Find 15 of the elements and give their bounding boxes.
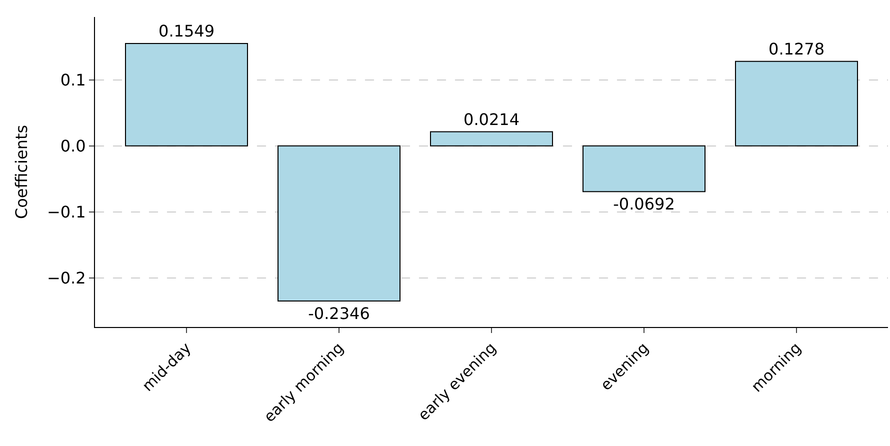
data-label: -0.2346: [308, 304, 370, 323]
bar: [582, 145, 706, 192]
y-tick-label: 0.0: [60, 136, 86, 156]
bar: [125, 43, 248, 146]
y-tick-label: −0.1: [46, 202, 86, 222]
y-tick-label: −0.2: [46, 268, 86, 288]
bar: [735, 60, 858, 146]
data-label: 0.1278: [768, 39, 824, 58]
bar: [430, 131, 553, 146]
y-tick-label: 0.1: [60, 70, 86, 90]
bar: [278, 145, 400, 302]
y-axis-title: Coefficients: [12, 124, 31, 220]
data-label: -0.0692: [613, 194, 675, 214]
data-label: 0.0214: [464, 110, 520, 129]
data-label: 0.1549: [158, 22, 214, 41]
